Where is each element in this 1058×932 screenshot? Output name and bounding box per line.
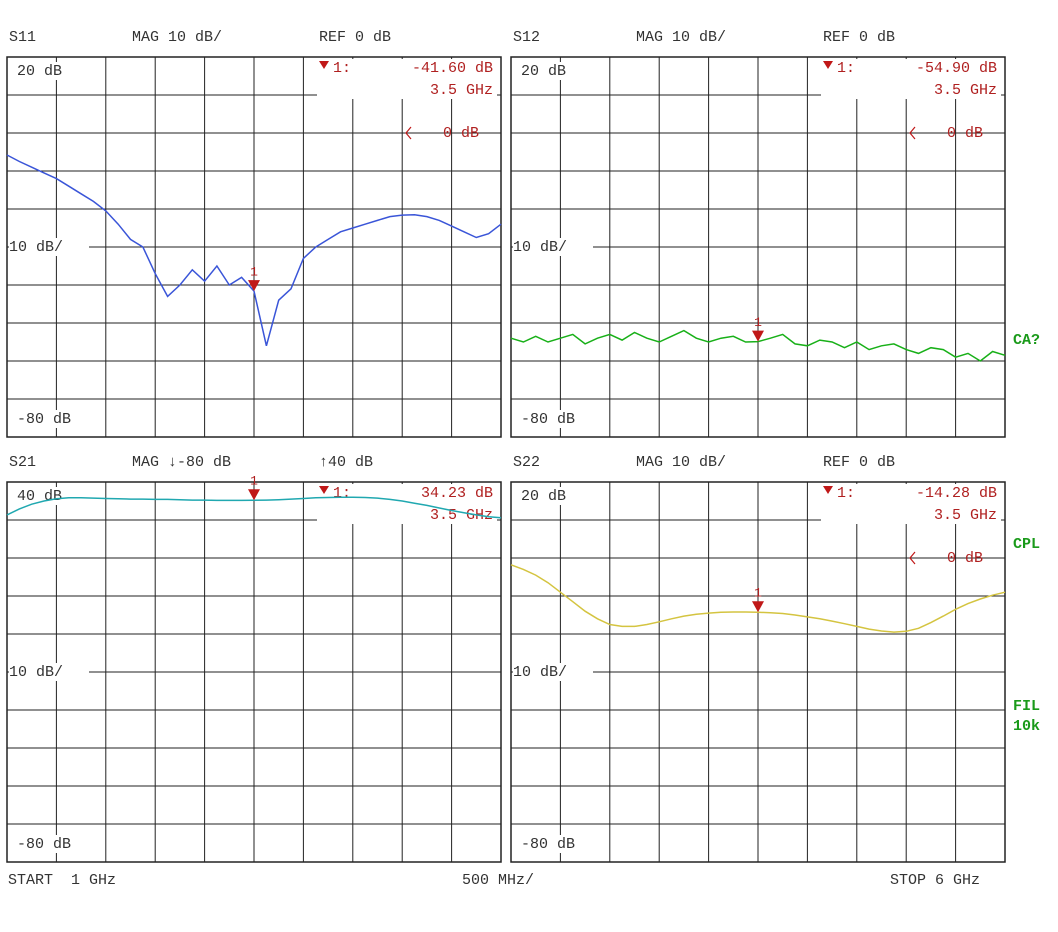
label-bg [519,410,589,428]
scale-label: MAG 10 dB/ [636,454,726,471]
bottom-label: -80 dB [17,836,71,853]
side-label: CA? [1013,332,1040,349]
mid-label: 10 dB/ [513,664,567,681]
ref-arrow [405,126,412,140]
top-label: 20 dB [17,63,62,80]
marker-readout-box [317,484,497,524]
panel-title: S22 [513,454,540,471]
marker-value: -54.90 dB [916,60,997,77]
bottom-label: -80 dB [521,411,575,428]
marker-index: 1 [754,315,762,330]
label-bg [513,663,593,681]
label-bg [519,487,581,505]
marker-index: 1 [754,586,762,601]
marker-frequency: 3.5 GHz [934,82,997,99]
side-label: CPL [1013,536,1040,553]
marker-label: 1: [333,485,351,502]
ref-marker: 0 dB [443,125,479,142]
top-label: 40 dB [17,488,62,505]
bottom-label: -80 dB [17,411,71,428]
top-label: 20 dB [521,488,566,505]
marker [752,601,764,613]
label-bg [15,62,77,80]
marker [248,280,260,292]
marker-readout-box [821,484,1001,524]
marker-value: -41.60 dB [412,60,493,77]
marker-index: 1 [250,474,258,489]
footer-span: 500 MHz/ [462,872,534,889]
marker-icon [319,486,329,494]
label-bg [519,62,581,80]
ref-arrow [909,551,916,565]
marker-icon [823,486,833,494]
ref-label: REF 0 dB [823,454,895,471]
ref-marker: 0 dB [947,550,983,567]
marker-value: 34.23 dB [421,485,493,502]
side-label: 10k [1013,718,1040,735]
ref-label: REF 0 dB [823,29,895,46]
marker-label: 1: [837,485,855,502]
label-bg [15,410,85,428]
scale-label: MAG 10 dB/ [636,29,726,46]
bottom-label: -80 dB [521,836,575,853]
marker-label: 1: [333,60,351,77]
trace [6,154,502,346]
label-bg [15,487,77,505]
mid-label: 10 dB/ [9,239,63,256]
marker-readout-box [317,59,497,99]
scale-label: MAG ↓-80 dB [132,454,231,471]
marker [248,489,260,501]
side-label: FIL [1013,698,1040,715]
footer-stop: STOP 6 GHz [890,872,980,889]
footer-start: START 1 GHz [8,872,116,889]
marker-readout-box [821,59,1001,99]
marker-value: -14.28 dB [916,485,997,502]
ref-label: ↑40 dB [319,454,373,471]
marker-label: 1: [837,60,855,77]
mid-label: 10 dB/ [513,239,567,256]
panel-title: S21 [9,454,36,471]
scale-label: MAG 10 dB/ [132,29,222,46]
ref-arrow [909,126,916,140]
panel-title: S12 [513,29,540,46]
panel-title: S11 [9,29,36,46]
label-bg [9,663,89,681]
marker-icon [319,61,329,69]
marker-frequency: 3.5 GHz [430,82,493,99]
label-bg [15,835,85,853]
trace [510,564,1006,633]
label-bg [513,238,593,256]
mid-label: 10 dB/ [9,664,63,681]
trace [6,496,502,519]
marker-frequency: 3.5 GHz [934,507,997,524]
marker-index: 1 [250,265,258,280]
label-bg [9,238,89,256]
label-bg [519,835,589,853]
ref-marker: 0 dB [947,125,983,142]
ref-label: REF 0 dB [319,29,391,46]
top-label: 20 dB [521,63,566,80]
marker [752,330,764,342]
marker-frequency: 3.5 GHz [430,507,493,524]
marker-icon [823,61,833,69]
